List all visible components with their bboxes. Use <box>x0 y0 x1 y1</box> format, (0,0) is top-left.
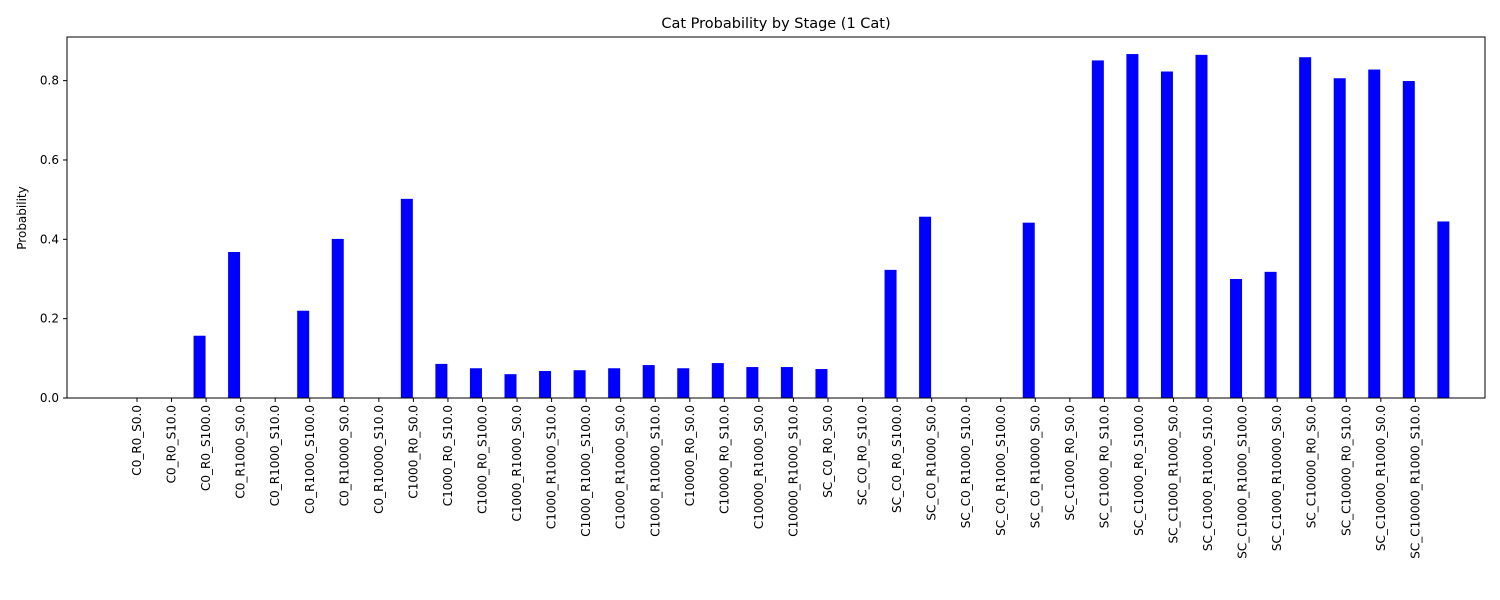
bar <box>1402 81 1415 398</box>
x-tick-label: C1000_R10000_S10.0 <box>648 405 662 537</box>
bar <box>1264 271 1277 398</box>
bar <box>573 370 586 398</box>
bar <box>780 367 793 398</box>
bar <box>1333 78 1346 398</box>
x-tick-label: C10000_R0_S0.0 <box>683 405 697 506</box>
x-tick-label: SC_C0_R10000_S0.0 <box>1028 405 1042 528</box>
bar <box>815 369 828 398</box>
x-tick-label: SC_C0_R1000_S100.0 <box>994 405 1008 536</box>
y-axis-label: Probability <box>15 186 29 249</box>
y-tick-label: 0.6 <box>40 153 59 167</box>
x-tick-label: SC_C10000_R0_S10.0 <box>1339 405 1353 536</box>
x-tick-label: SC_C1000_R0_S10.0 <box>1097 405 1111 528</box>
x-tick-label: C1000_R0_S10.0 <box>441 405 455 506</box>
bar <box>331 238 344 398</box>
bar <box>297 310 310 398</box>
x-tick-label: SC_C1000_R1000_S10.0 <box>1201 405 1215 551</box>
x-tick-label: C0_R1000_S0.0 <box>234 405 248 499</box>
bar <box>677 368 690 398</box>
chart-title: Cat Probability by Stage (1 Cat) <box>661 16 890 32</box>
x-tick-label: SC_C10000_R1000_S0.0 <box>1374 405 1388 551</box>
x-tick-label: C0_R10000_S10.0 <box>372 405 386 514</box>
bar <box>608 368 621 398</box>
bar <box>919 216 932 398</box>
bar <box>1437 221 1450 398</box>
bar <box>1126 54 1139 399</box>
x-tick-label: SC_C0_R1000_S10.0 <box>959 405 973 528</box>
x-tick-label: SC_C1000_R10000_S0.0 <box>1270 405 1284 551</box>
y-tick-label: 0.0 <box>40 391 59 405</box>
x-tick-label: C10000_R0_S10.0 <box>717 405 731 514</box>
bar <box>642 365 655 398</box>
bar <box>193 335 206 398</box>
x-tick-label: SC_C1000_R0_S100.0 <box>1132 405 1146 536</box>
x-tick-label: SC_C10000_R0_S0.0 <box>1305 405 1319 528</box>
x-tick-label: C1000_R1000_S0.0 <box>510 405 524 522</box>
x-tick-label: C1000_R10000_S0.0 <box>614 405 628 529</box>
bar <box>1091 60 1104 398</box>
x-tick-label: C0_R0_S0.0 <box>130 405 144 476</box>
bar <box>539 371 552 398</box>
x-tick-label: C10000_R1000_S0.0 <box>752 405 766 529</box>
bar <box>746 367 759 398</box>
bar <box>469 368 482 398</box>
bar <box>1195 54 1208 398</box>
bar <box>504 374 517 398</box>
x-tick-label: SC_C1000_R1000_S100.0 <box>1236 405 1250 559</box>
x-tick-label: SC_C10000_R1000_S10.0 <box>1408 405 1422 559</box>
y-tick-label: 0.4 <box>40 232 59 246</box>
x-tick-label: SC_C0_R0_S100.0 <box>890 405 904 513</box>
x-tick-label: C10000_R1000_S10.0 <box>786 405 800 537</box>
bar <box>435 363 448 398</box>
y-tick-label: 0.8 <box>40 74 59 88</box>
x-tick-label: C1000_R1000_S100.0 <box>579 405 593 537</box>
x-tick-label: SC_C1000_R1000_S0.0 <box>1167 405 1181 544</box>
y-tick-label: 0.2 <box>40 312 59 326</box>
bar <box>400 198 413 398</box>
bar <box>1368 69 1381 398</box>
x-tick-label: C1000_R0_S0.0 <box>406 405 420 499</box>
bar <box>1160 71 1173 398</box>
x-tick-label: C0_R1000_S10.0 <box>268 405 282 506</box>
y-axis-ticks: 0.0 0.2 0.4 0.6 0.8 <box>40 74 67 405</box>
bar <box>711 363 724 398</box>
x-tick-label: C0_R1000_S100.0 <box>303 405 317 514</box>
x-tick-label: SC_C0_R1000_S0.0 <box>925 405 939 521</box>
plot-frame <box>66 36 1486 399</box>
x-tick-label: C0_R0_S100.0 <box>199 405 213 491</box>
x-tick-label: SC_C1000_R0_S0.0 <box>1063 405 1077 521</box>
x-tick-label: SC_C0_R0_S0.0 <box>821 405 835 498</box>
x-tick-label: C1000_R1000_S10.0 <box>545 405 559 529</box>
bar <box>1022 222 1035 398</box>
bars-group <box>193 54 1450 399</box>
bar <box>884 269 897 398</box>
bar <box>1299 57 1312 398</box>
x-tick-label: C0_R10000_S0.0 <box>337 405 351 506</box>
bar <box>1230 278 1243 398</box>
x-axis-ticks: C0_R0_S0.0 C0_R0_S10.0 C0_R0_S100.0 C0_R100… <box>130 398 1422 559</box>
x-tick-label: C1000_R0_S100.0 <box>476 405 490 514</box>
x-tick-label: C0_R0_S10.0 <box>165 405 179 483</box>
bar <box>228 252 241 398</box>
x-tick-label: SC_C0_R0_S10.0 <box>856 405 870 505</box>
